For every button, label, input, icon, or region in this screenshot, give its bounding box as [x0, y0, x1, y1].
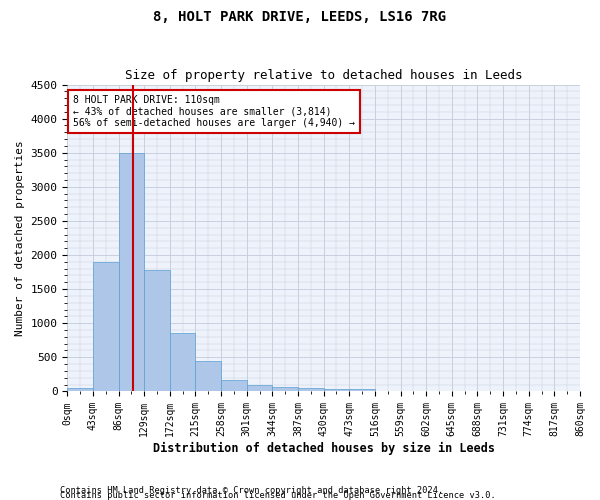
Bar	[272, 386, 298, 392]
Y-axis label: Number of detached properties: Number of detached properties	[15, 140, 25, 336]
Bar	[119, 152, 144, 392]
Bar	[349, 390, 375, 392]
Text: 8, HOLT PARK DRIVE, LEEDS, LS16 7RG: 8, HOLT PARK DRIVE, LEEDS, LS16 7RG	[154, 10, 446, 24]
Bar	[144, 270, 170, 392]
Bar	[196, 360, 221, 392]
Bar	[170, 334, 196, 392]
X-axis label: Distribution of detached houses by size in Leeds: Distribution of detached houses by size …	[152, 442, 494, 455]
Bar	[221, 380, 247, 392]
Bar	[247, 384, 272, 392]
Bar	[323, 389, 349, 392]
Bar	[67, 388, 93, 392]
Bar	[93, 262, 119, 392]
Title: Size of property relative to detached houses in Leeds: Size of property relative to detached ho…	[125, 69, 523, 82]
Text: Contains HM Land Registry data © Crown copyright and database right 2024.: Contains HM Land Registry data © Crown c…	[60, 486, 443, 495]
Text: Contains public sector information licensed under the Open Government Licence v3: Contains public sector information licen…	[60, 491, 496, 500]
Text: 8 HOLT PARK DRIVE: 110sqm
← 43% of detached houses are smaller (3,814)
56% of se: 8 HOLT PARK DRIVE: 110sqm ← 43% of detac…	[73, 95, 355, 128]
Bar	[298, 388, 323, 392]
